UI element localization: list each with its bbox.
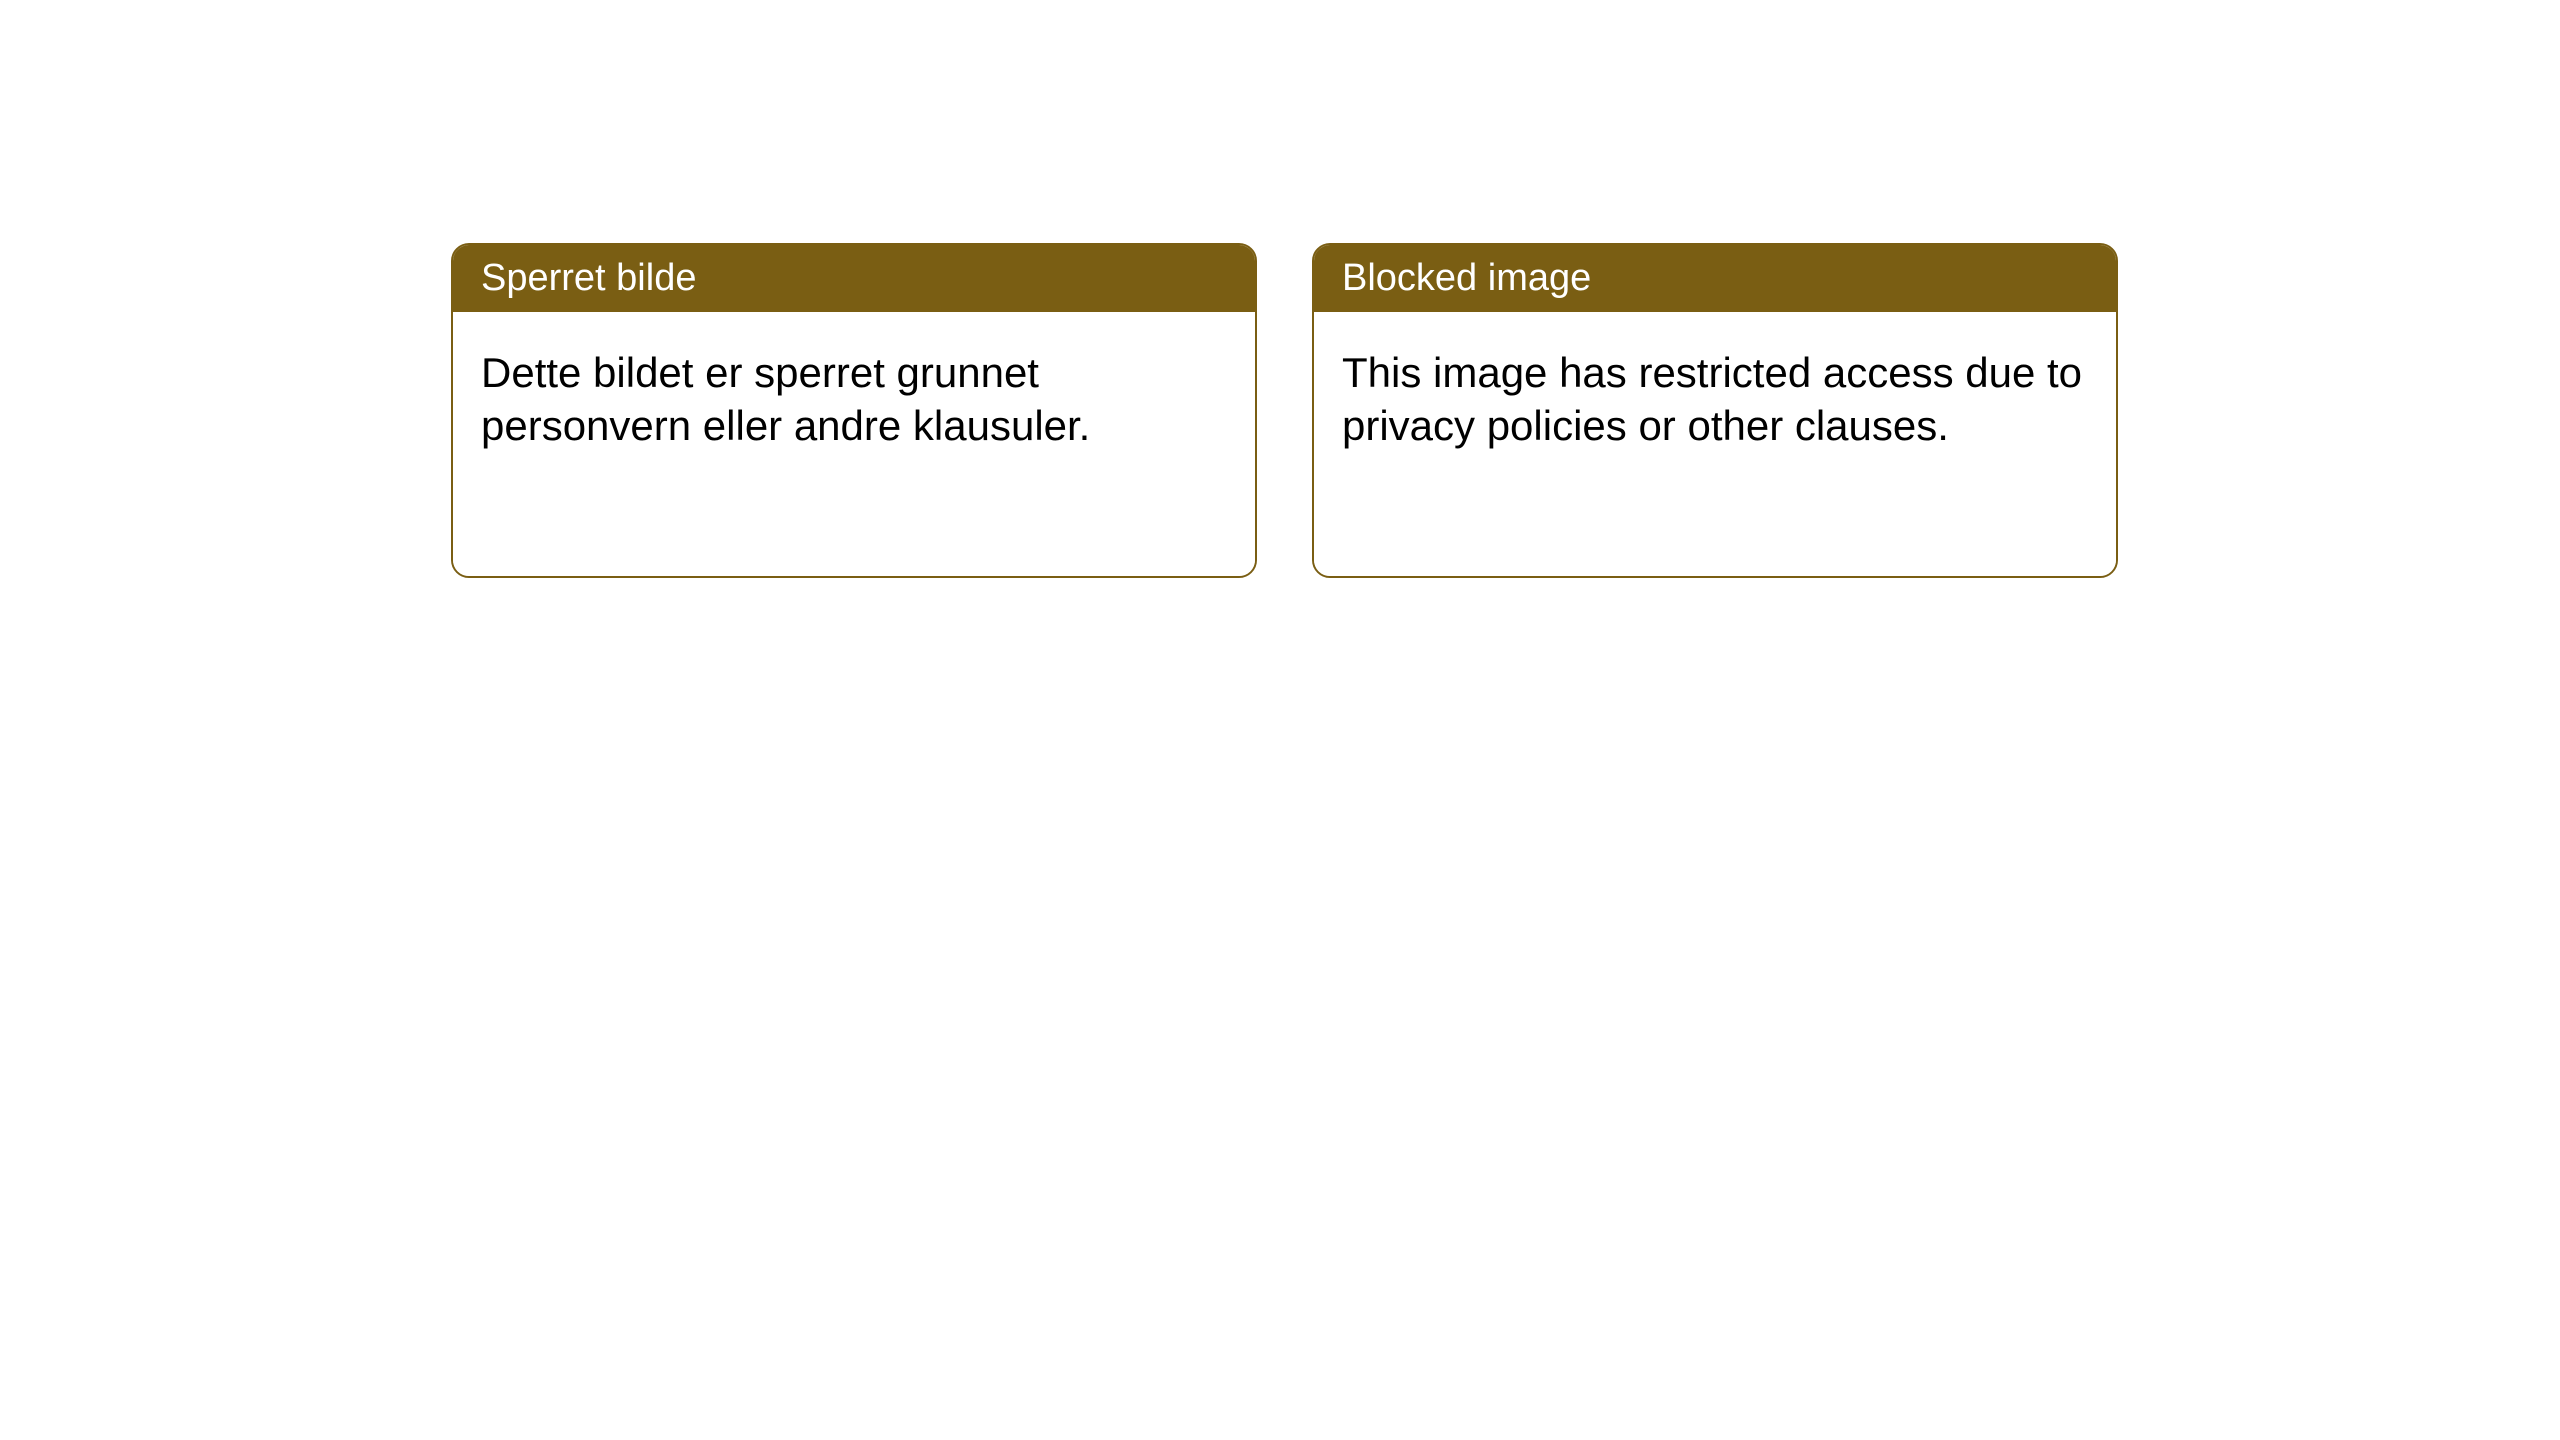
- notice-container: Sperret bilde Dette bildet er sperret gr…: [451, 243, 2118, 578]
- notice-body-text: Dette bildet er sperret grunnet personve…: [481, 349, 1090, 449]
- notice-body: Dette bildet er sperret grunnet personve…: [453, 312, 1255, 576]
- notice-header: Sperret bilde: [453, 245, 1255, 312]
- notice-header: Blocked image: [1314, 245, 2116, 312]
- notice-box-norwegian: Sperret bilde Dette bildet er sperret gr…: [451, 243, 1257, 578]
- notice-header-text: Sperret bilde: [481, 257, 696, 299]
- notice-body-text: This image has restricted access due to …: [1342, 349, 2082, 449]
- notice-header-text: Blocked image: [1342, 257, 1591, 299]
- notice-body: This image has restricted access due to …: [1314, 312, 2116, 576]
- notice-box-english: Blocked image This image has restricted …: [1312, 243, 2118, 578]
